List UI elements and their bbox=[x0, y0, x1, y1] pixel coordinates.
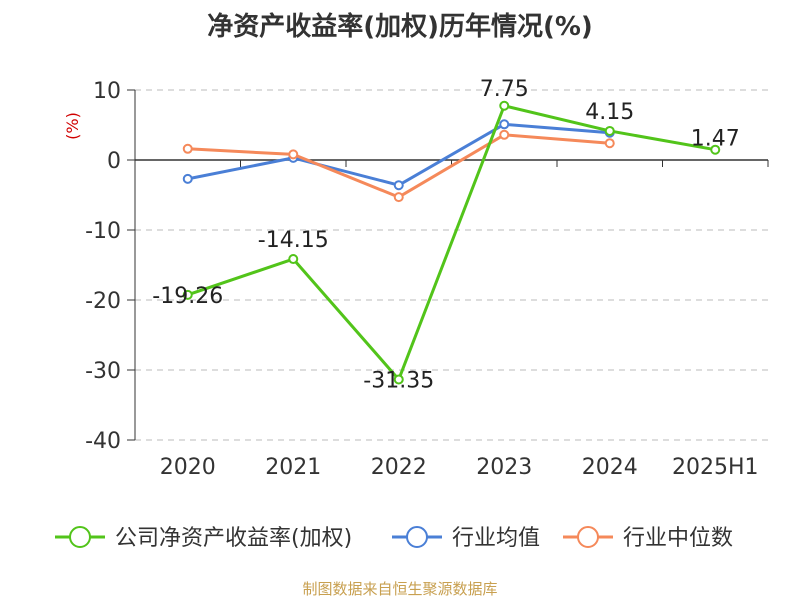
y-tick-label: -30 bbox=[85, 359, 121, 384]
y-tick-label: -10 bbox=[85, 219, 121, 244]
series-point bbox=[604, 125, 615, 136]
legend-label: 公司净资产收益率(加权) bbox=[115, 526, 352, 551]
series-point bbox=[393, 180, 404, 191]
series-line bbox=[187, 122, 610, 187]
x-tick-label: 2021 bbox=[265, 455, 321, 480]
y-tick-label: -40 bbox=[85, 429, 121, 454]
series-point bbox=[499, 129, 510, 140]
x-tick-label: 2024 bbox=[582, 455, 638, 480]
series-point bbox=[604, 138, 615, 149]
series-point bbox=[288, 149, 299, 160]
data-label: -19.26 bbox=[152, 284, 223, 309]
x-tick-label: 2020 bbox=[160, 455, 216, 480]
y-tick-label: 10 bbox=[93, 79, 121, 104]
series-point bbox=[182, 289, 193, 300]
series-point bbox=[393, 192, 404, 203]
legend-label: 行业均值 bbox=[452, 526, 540, 551]
chart-title: 净资产收益率(加权)历年情况(%) bbox=[207, 12, 593, 42]
data-label: 1.47 bbox=[691, 127, 740, 152]
series-line bbox=[187, 104, 716, 381]
y-tick-label: -20 bbox=[85, 289, 121, 314]
data-label: -31.35 bbox=[363, 368, 434, 393]
data-label: -14.15 bbox=[258, 228, 329, 253]
x-tick-label: 2025H1 bbox=[672, 455, 759, 480]
legend-label: 行业中位数 bbox=[623, 526, 733, 551]
data-label: 7.75 bbox=[480, 77, 529, 102]
series-point bbox=[499, 100, 510, 111]
series-point bbox=[182, 143, 193, 154]
source-note: 制图数据来自恒生聚源数据库 bbox=[302, 580, 498, 598]
x-tick-label: 2023 bbox=[476, 455, 532, 480]
series-point bbox=[499, 119, 510, 130]
legend-swatch-marker bbox=[406, 526, 428, 548]
series-point bbox=[288, 254, 299, 265]
y-tick-label: 0 bbox=[107, 149, 121, 174]
series-point bbox=[710, 144, 721, 155]
y-axis-unit: (%) bbox=[63, 112, 82, 140]
data-label: 4.15 bbox=[585, 100, 634, 125]
series-point bbox=[182, 173, 193, 184]
series-point bbox=[393, 374, 404, 385]
legend-swatch-marker bbox=[69, 526, 91, 548]
x-tick-label: 2022 bbox=[371, 455, 427, 480]
legend-swatch-marker bbox=[577, 526, 599, 548]
